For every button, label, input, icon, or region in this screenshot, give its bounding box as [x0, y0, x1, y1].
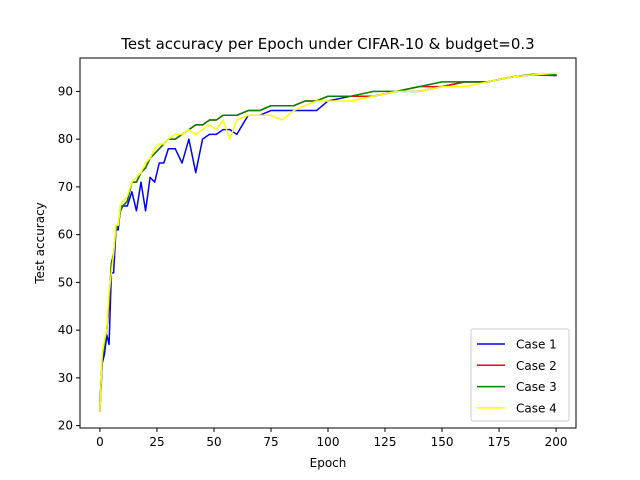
- y-tick-label: 40: [58, 323, 73, 337]
- x-axis: 0 25 50 75 100 125 150 175 200: [96, 428, 567, 449]
- series-line-case-4: [99, 72, 557, 413]
- y-tick-label: 50: [58, 275, 73, 289]
- y-tick-label: 70: [58, 180, 73, 194]
- legend-label: Case 4: [516, 401, 557, 415]
- x-tick-label: 25: [149, 435, 164, 449]
- x-tick-label: 175: [488, 435, 511, 449]
- x-tick-label: 150: [431, 435, 454, 449]
- x-tick-label: 125: [374, 435, 397, 449]
- legend-label: Case 2: [516, 359, 557, 373]
- legend: Case 1 Case 2 Case 3 Case 4: [470, 328, 570, 422]
- x-axis-label: Epoch: [310, 456, 347, 470]
- legend-frame: [470, 328, 570, 422]
- y-tick-label: 20: [58, 419, 73, 433]
- chart-title: Test accuracy per Epoch under CIFAR-10 &…: [120, 35, 534, 53]
- x-tick-label: 200: [545, 435, 568, 449]
- y-tick-label: 30: [58, 371, 73, 385]
- y-axis: 20 30 40 50 60 70 80 90: [58, 84, 80, 433]
- y-axis-label: Test accuracy: [33, 202, 47, 285]
- x-tick-label: 50: [206, 435, 221, 449]
- series-layer: [99, 72, 557, 413]
- x-tick-label: 0: [96, 435, 104, 449]
- x-tick-label: 75: [263, 435, 278, 449]
- legend-label: Case 3: [516, 380, 557, 394]
- y-tick-label: 60: [58, 228, 73, 242]
- y-tick-label: 90: [58, 84, 73, 98]
- y-tick-label: 80: [58, 132, 73, 146]
- x-tick-label: 100: [317, 435, 340, 449]
- legend-label: Case 1: [516, 338, 557, 352]
